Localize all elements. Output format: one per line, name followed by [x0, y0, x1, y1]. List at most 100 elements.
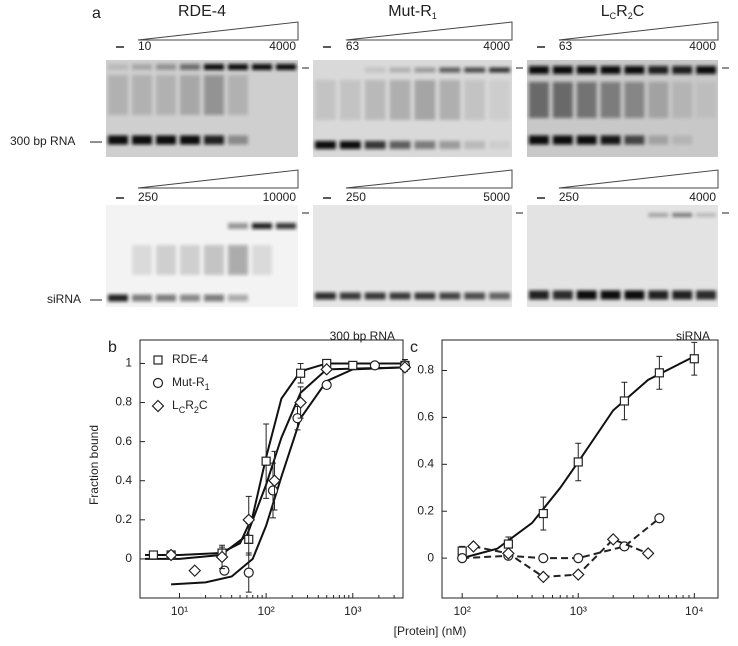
marker [502, 547, 515, 560]
text-part: RDE-4 [178, 3, 226, 20]
marker [571, 568, 585, 581]
gel-band [672, 290, 693, 300]
series-line [473, 538, 649, 578]
marker [215, 550, 229, 564]
gel-band [315, 141, 336, 149]
marker [573, 553, 584, 564]
gradient-triangle [137, 21, 299, 41]
gel-band [414, 292, 436, 300]
gel-band [439, 141, 461, 149]
gel-band [672, 66, 693, 74]
gel-band [156, 135, 176, 145]
gel-band [439, 292, 461, 300]
gel-band [228, 294, 248, 302]
marker [296, 368, 306, 378]
gel-band [364, 141, 386, 149]
y-tick-label: 0 [427, 550, 434, 564]
legend-marker [153, 355, 163, 365]
legend-label: LCR2C [172, 398, 208, 415]
plot-frame [139, 339, 404, 599]
y-tick-label: 0.8 [417, 363, 434, 377]
gel-band [339, 141, 361, 149]
gel-band [489, 80, 510, 120]
gel-band [180, 75, 200, 115]
gel-band [576, 66, 597, 74]
gel-band [228, 64, 248, 70]
concentration-low: 250 [346, 190, 366, 204]
marker [654, 368, 664, 378]
gel-band [204, 294, 224, 302]
text-part: 1 [432, 11, 437, 21]
legend-marker [151, 399, 165, 413]
gradient-triangle [137, 169, 299, 189]
gel-band [315, 292, 336, 300]
fit-curve [171, 366, 405, 586]
marker [398, 361, 412, 374]
gel-band [624, 290, 645, 300]
gel-band [576, 290, 597, 300]
gel-band [529, 66, 549, 74]
y-tick-label: 0.6 [115, 434, 132, 448]
gel-band [132, 75, 152, 115]
gel-band [156, 75, 176, 115]
gel-title: Mut-R1 [388, 3, 437, 21]
gel-band [624, 82, 645, 118]
legend-marker [152, 377, 164, 389]
gradient-triangle [558, 169, 719, 189]
gel-band [180, 64, 200, 70]
concentration-low: 250 [559, 190, 579, 204]
gel-band [276, 223, 296, 229]
gel-band [489, 292, 510, 300]
gel-band [672, 82, 693, 118]
concentration-high: 4000 [269, 39, 296, 53]
gel-band [529, 290, 549, 300]
chart-title: siRNA [676, 329, 710, 343]
text-part: C [633, 3, 645, 20]
gel-band [180, 245, 200, 275]
gel [527, 205, 718, 307]
marker [573, 457, 583, 467]
gel-band [180, 294, 200, 302]
gel-band [552, 66, 573, 74]
gel-band [414, 141, 436, 149]
y-tick-label: 0.4 [417, 456, 434, 470]
y-tick-label: 0.8 [115, 395, 132, 409]
gel-band [156, 294, 176, 302]
gel-band [389, 80, 411, 120]
text-part: Mut-R [388, 3, 432, 20]
panel-label: c [410, 339, 418, 356]
gel-band [228, 135, 248, 145]
series-line [462, 517, 660, 560]
gel-band [529, 82, 549, 118]
marker [538, 553, 549, 564]
text-part: C [610, 11, 617, 21]
legend-label: Mut-R1 [172, 375, 210, 392]
x-tick-label: 10³ [344, 604, 361, 618]
concentration-low: 63 [346, 39, 360, 53]
gel-band [600, 66, 621, 74]
panel-label: b [108, 339, 117, 356]
y-tick-label: 0.4 [115, 473, 132, 487]
text-part: L [601, 3, 610, 20]
x-tick-label: 10² [257, 604, 274, 618]
gel-band [132, 245, 152, 275]
gel-band [180, 135, 200, 145]
gel-band [696, 82, 716, 118]
marker [148, 550, 159, 560]
marker [348, 360, 358, 371]
gel-band [108, 64, 128, 70]
y-tick-label: 0.2 [417, 503, 434, 517]
marker [689, 354, 699, 364]
text-part: C [199, 398, 208, 412]
gel-band [228, 245, 248, 275]
gel-band [648, 290, 669, 300]
concentration-high: 4000 [689, 39, 716, 53]
concentration-high: 10000 [263, 190, 297, 204]
gel-band [600, 135, 621, 145]
gel-band [364, 80, 386, 120]
marker [242, 513, 256, 527]
gel-band [648, 66, 669, 74]
gel-band [464, 141, 486, 149]
gel-band [696, 213, 716, 217]
y-tick-label: 1 [125, 356, 132, 370]
